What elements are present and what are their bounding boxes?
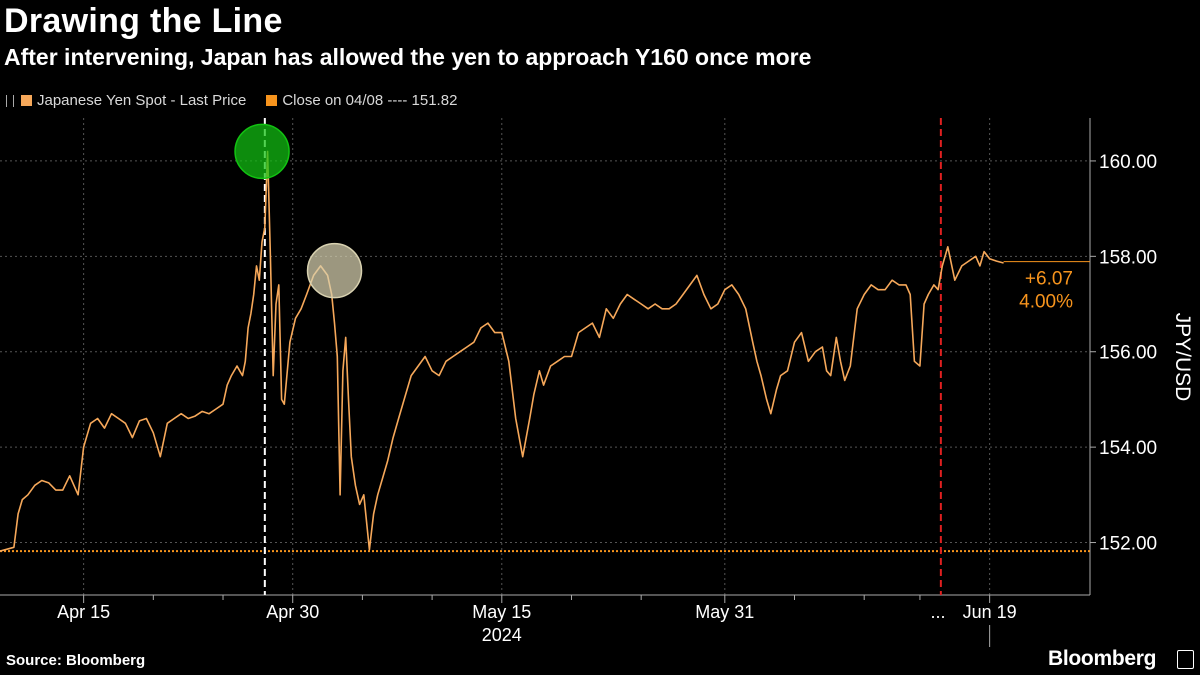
- legend-handle-icon: [6, 94, 14, 107]
- chart-subtitle: After intervening, Japan has allowed the…: [4, 44, 812, 70]
- legend-label-series: Japanese Yen Spot - Last Price: [37, 92, 247, 109]
- y-tick-label: 156.00: [1099, 343, 1157, 364]
- bloomberg-logo: Bloomberg: [1048, 647, 1157, 670]
- change-pct-label: 4.00%: [1019, 292, 1073, 313]
- legend-swatch-close: [266, 95, 278, 106]
- x-tick-label: Apr 15: [57, 602, 110, 622]
- legend-label-close: Close on 04/08 ---- 151.82: [282, 92, 458, 109]
- x-tick-label: Jun 19: [963, 602, 1017, 622]
- series-line-yen-spot: [0, 150, 1004, 552]
- change-abs-label: +6.07: [1025, 269, 1073, 290]
- bloomberg-terminal-icon: [1177, 650, 1194, 669]
- chart-legend: Japanese Yen Spot - Last Price Close on …: [6, 92, 471, 109]
- x-tick-label: May 15: [472, 602, 531, 622]
- legend-item-close: Close on 04/08 ---- 151.82: [266, 92, 457, 109]
- legend-swatch-series: [21, 95, 32, 106]
- y-axis-label: JPY/USD: [1171, 313, 1194, 402]
- source-note: Source: Bloomberg: [6, 652, 146, 669]
- green-intervention-marker: [234, 123, 290, 180]
- x-year-label: 2024: [482, 625, 522, 645]
- tan-intervention-marker: [306, 242, 363, 299]
- chart-title: Drawing the Line: [4, 2, 283, 40]
- x-tick-label: Apr 30: [266, 602, 319, 622]
- y-tick-label: 158.00: [1099, 247, 1157, 268]
- x-axis-break-label: ...: [931, 602, 946, 622]
- legend-item-series: Japanese Yen Spot - Last Price: [6, 92, 246, 109]
- x-tick-label: May 31: [695, 602, 754, 622]
- y-tick-label: 160.00: [1099, 152, 1157, 173]
- y-tick-label: 152.00: [1099, 534, 1157, 555]
- y-tick-label: 154.00: [1099, 438, 1157, 459]
